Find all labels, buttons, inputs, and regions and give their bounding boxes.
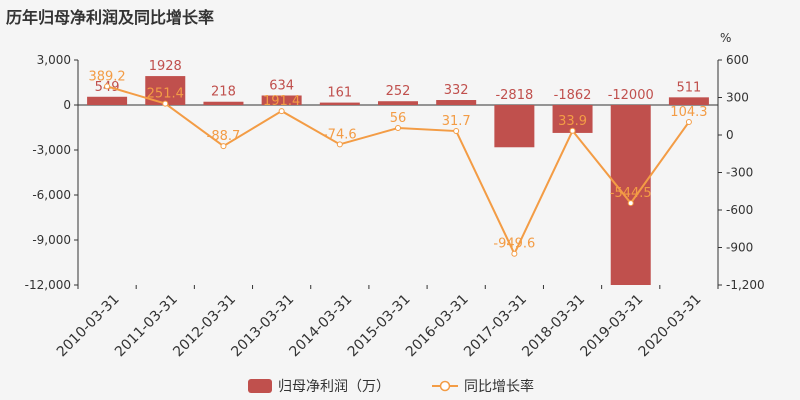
bar [261, 95, 302, 105]
legend-bar-label: 归母净利润（万） [278, 378, 390, 395]
growth-point [395, 125, 401, 131]
right-tick-label: -900 [726, 241, 753, 255]
growth-data-label: -74.6 [323, 127, 357, 142]
growth-point [569, 127, 576, 134]
legend-line-label: 同比增长率 [464, 378, 534, 395]
growth-point [511, 250, 518, 257]
bar [436, 100, 477, 105]
growth-point [685, 118, 692, 125]
growth-point [336, 141, 343, 148]
legend-bar-swatch [248, 379, 272, 393]
growth-data-label: 33.9 [558, 114, 587, 129]
bar [494, 105, 535, 148]
growth-data-label: -88.7 [207, 129, 241, 144]
growth-point [162, 100, 169, 107]
bar [87, 96, 128, 105]
x-tick-label: 2020-03-31 [636, 291, 705, 360]
bar [203, 101, 244, 105]
growth-point [104, 83, 111, 90]
bar-data-label: -12000 [608, 88, 654, 103]
left-tick-label: 3,000 [37, 53, 71, 67]
bar [378, 101, 418, 105]
growth-point [278, 108, 285, 115]
growth-data-label: 191.4 [263, 94, 300, 109]
bar [610, 105, 651, 285]
growth-point [453, 128, 460, 135]
left-tick-label: -6,000 [32, 188, 71, 202]
left-tick-label: 0 [63, 98, 71, 112]
growth-data-label: 104.3 [670, 105, 707, 120]
growth-data-label: 31.7 [442, 114, 471, 129]
growth-data-label: 389.2 [88, 69, 125, 84]
right-tick-label: 300 [726, 91, 749, 105]
bar [668, 97, 709, 105]
bar [319, 102, 360, 105]
growth-point [220, 143, 227, 150]
bar-data-label: 161 [327, 86, 352, 101]
right-axis-unit: % [720, 31, 731, 45]
right-tick-label: 600 [726, 53, 749, 67]
chart-title: 历年归母净利润及同比增长率 [6, 8, 215, 27]
growth-data-label: 56 [390, 111, 407, 126]
bar-data-label: 634 [269, 78, 294, 93]
bar-data-label: 332 [444, 83, 469, 98]
right-tick-label: -600 [726, 203, 753, 217]
legend-line-marker [439, 380, 451, 392]
growth-data-label: -544.5 [610, 186, 652, 201]
growth-data-label: -949.6 [493, 237, 535, 252]
left-tick-label: -9,000 [32, 233, 71, 247]
right-tick-label: -300 [726, 166, 753, 180]
bar-data-label: 511 [676, 80, 701, 95]
growth-data-label: 251.4 [147, 87, 184, 102]
right-tick-label: 0 [726, 128, 734, 142]
bar-data-label: 252 [386, 84, 411, 99]
left-tick-label: -3,000 [32, 143, 71, 157]
left-tick-label: -12,000 [25, 278, 71, 292]
right-tick-label: -1,200 [726, 278, 765, 292]
growth-point [627, 200, 634, 207]
bar-data-label: -1862 [554, 88, 592, 103]
bar-data-label: -2818 [495, 88, 533, 103]
bar-data-label: 1928 [149, 59, 182, 74]
bar-data-label: 218 [211, 85, 236, 100]
